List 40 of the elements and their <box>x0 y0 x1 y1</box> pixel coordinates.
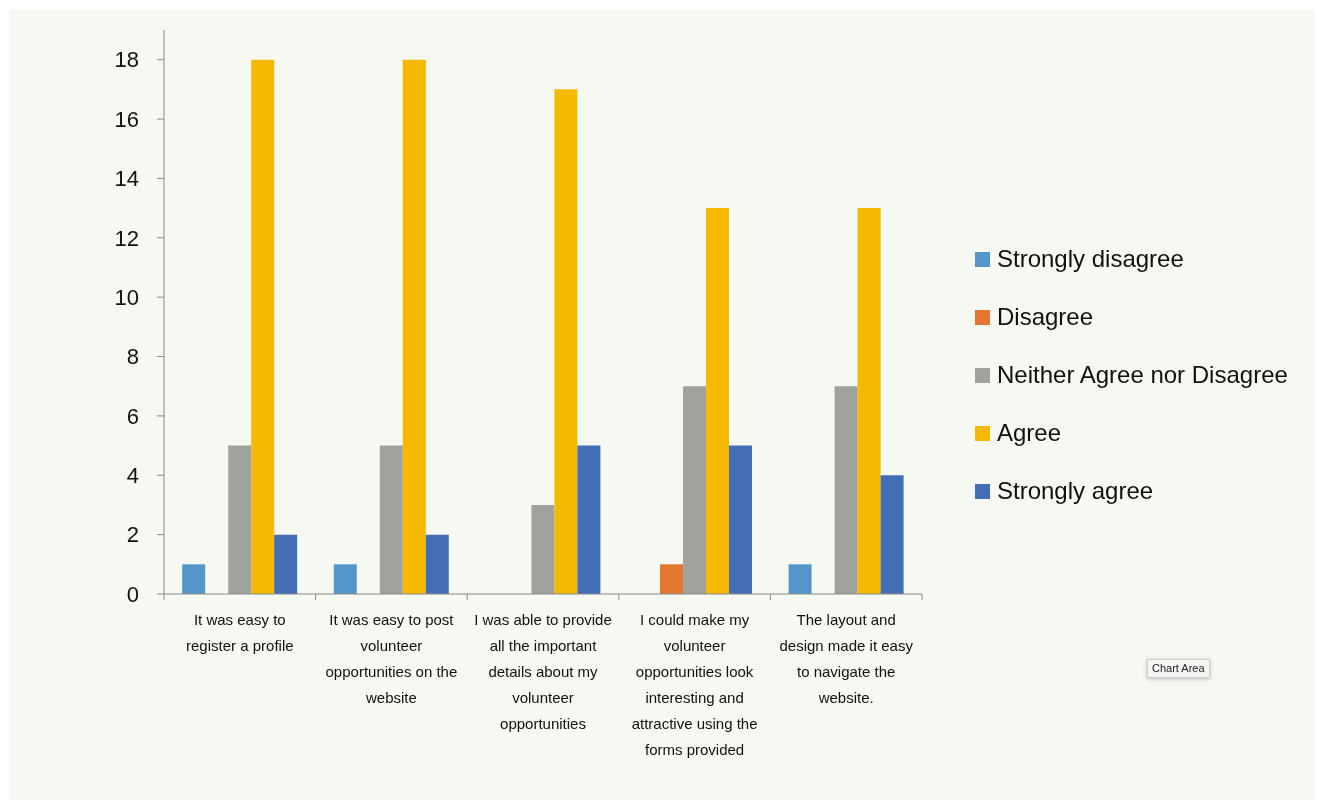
bar <box>857 208 881 594</box>
bar <box>834 386 858 594</box>
bar <box>554 89 578 594</box>
tooltip: Chart Area <box>1147 659 1210 678</box>
bar <box>425 534 449 594</box>
x-tick-label: The layout and design made it easy to navigate the website. <box>779 610 914 706</box>
bar <box>251 59 275 594</box>
legend-label: Disagree <box>997 303 1094 331</box>
legend-label: Neither Agree nor Disagree <box>997 361 1288 389</box>
bar <box>182 564 206 594</box>
legend-label: Strongly disagree <box>997 245 1184 273</box>
bar <box>682 386 706 594</box>
y-tick-label: 0 <box>126 581 139 607</box>
bar <box>402 59 426 594</box>
y-tick-label: 12 <box>114 225 139 251</box>
legend-label: Strongly agree <box>997 477 1154 505</box>
bar <box>379 445 403 594</box>
y-tick-label: 10 <box>114 284 139 310</box>
x-tick-label: I was able to provide all the important details about my volunteer opportunities <box>474 610 612 732</box>
y-tick-label: 16 <box>114 106 139 132</box>
x-tick-label: I could make my volunteer opportunities look interesting and attractive using the forms provided <box>631 610 758 758</box>
bar <box>728 445 752 594</box>
bar <box>531 504 555 594</box>
legend-label: Agree <box>997 419 1062 447</box>
x-tick-label: It was easy to register a profile <box>186 610 294 654</box>
bar <box>228 445 252 594</box>
y-tick-label: 6 <box>126 403 139 429</box>
x-tick-label: It was easy to post volunteer opportunities on the website <box>325 610 458 706</box>
y-tick-label: 2 <box>126 522 139 548</box>
y-tick-label: 8 <box>126 344 139 370</box>
y-tick-label: 18 <box>114 47 139 73</box>
bar <box>333 564 357 594</box>
bar <box>274 534 298 594</box>
bar <box>577 445 601 594</box>
bar <box>659 564 683 594</box>
y-tick-label: 4 <box>126 463 139 489</box>
bar <box>880 475 904 594</box>
bar <box>705 208 729 594</box>
y-tick-label: 14 <box>114 166 139 192</box>
bar <box>788 564 812 594</box>
